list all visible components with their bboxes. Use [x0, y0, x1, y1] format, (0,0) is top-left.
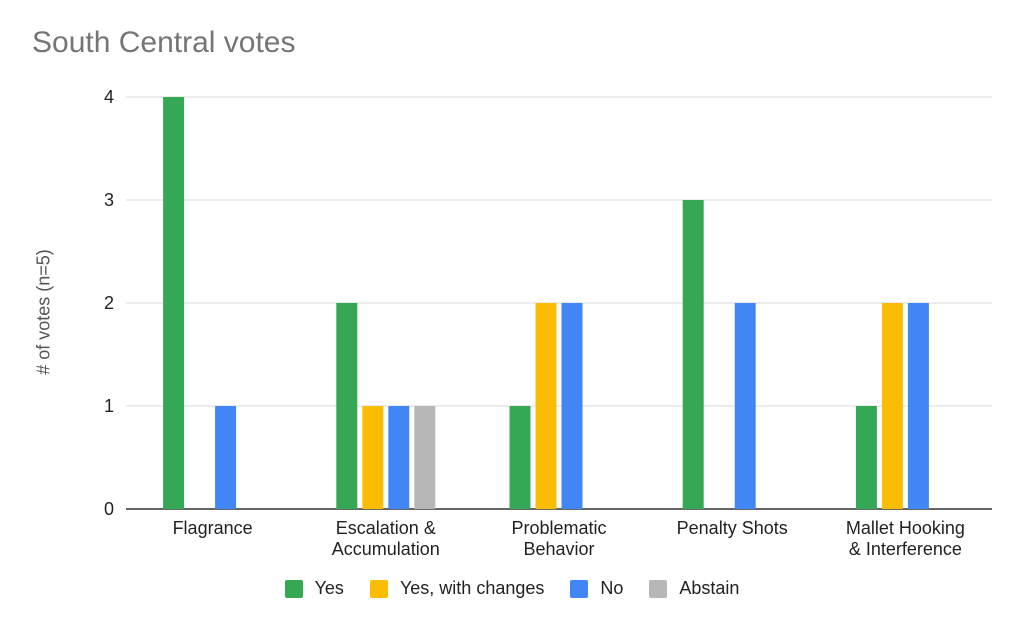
- bar-no: [561, 303, 583, 509]
- y-tick-label: 1: [104, 396, 114, 416]
- x-category-label: Flagrance: [173, 518, 253, 538]
- x-category-label: Penalty Shots: [677, 518, 788, 538]
- bar-yes-with-changes: [535, 303, 557, 509]
- gridlines: [126, 96, 992, 510]
- legend-swatch: [649, 579, 668, 598]
- bar-yes: [855, 406, 877, 509]
- bar-yes: [682, 200, 704, 509]
- legend-item: Abstain: [649, 578, 739, 599]
- y-tick-label: 2: [104, 293, 114, 313]
- legend-item: Yes: [284, 578, 344, 599]
- legend-swatch: [284, 579, 303, 598]
- legend-item: No: [570, 578, 623, 599]
- legend-label: No: [600, 578, 624, 598]
- bar-yes-with-changes: [881, 303, 903, 509]
- y-axis-ticks: 0 1 2 3 4: [104, 87, 114, 519]
- legend-label: Yes, with changes: [399, 578, 545, 598]
- legend-item: Yes, with changes: [369, 578, 545, 599]
- legend-label: Abstain: [679, 578, 740, 598]
- bar-abstain: [414, 406, 436, 509]
- legend: Yes Yes, with changes No Abstain: [0, 578, 1024, 599]
- y-tick-label: 4: [104, 87, 114, 107]
- bar-no: [907, 303, 929, 509]
- x-category-label: Escalation & Accumulation: [332, 518, 440, 559]
- bar-no: [215, 406, 237, 509]
- bar-no: [388, 406, 410, 509]
- bar-yes-with-changes: [362, 406, 384, 509]
- x-axis-categories: Flagrance Escalation & Accumulation Problem…: [173, 518, 965, 559]
- bar-yes: [509, 406, 531, 509]
- legend-label: Yes: [314, 578, 344, 598]
- legend-swatch: [369, 579, 388, 598]
- chart-title: South Central votes: [32, 26, 296, 59]
- bar-yes: [336, 303, 358, 509]
- y-tick-label: 0: [104, 499, 114, 519]
- bars: [163, 97, 929, 509]
- bar-yes: [163, 97, 185, 509]
- legend-swatch: [570, 579, 589, 598]
- x-category-label: Problematic Behavior: [511, 518, 606, 559]
- y-tick-label: 3: [104, 190, 114, 210]
- bar-no: [734, 303, 756, 509]
- x-category-label: Mallet Hooking & Interference: [846, 518, 965, 559]
